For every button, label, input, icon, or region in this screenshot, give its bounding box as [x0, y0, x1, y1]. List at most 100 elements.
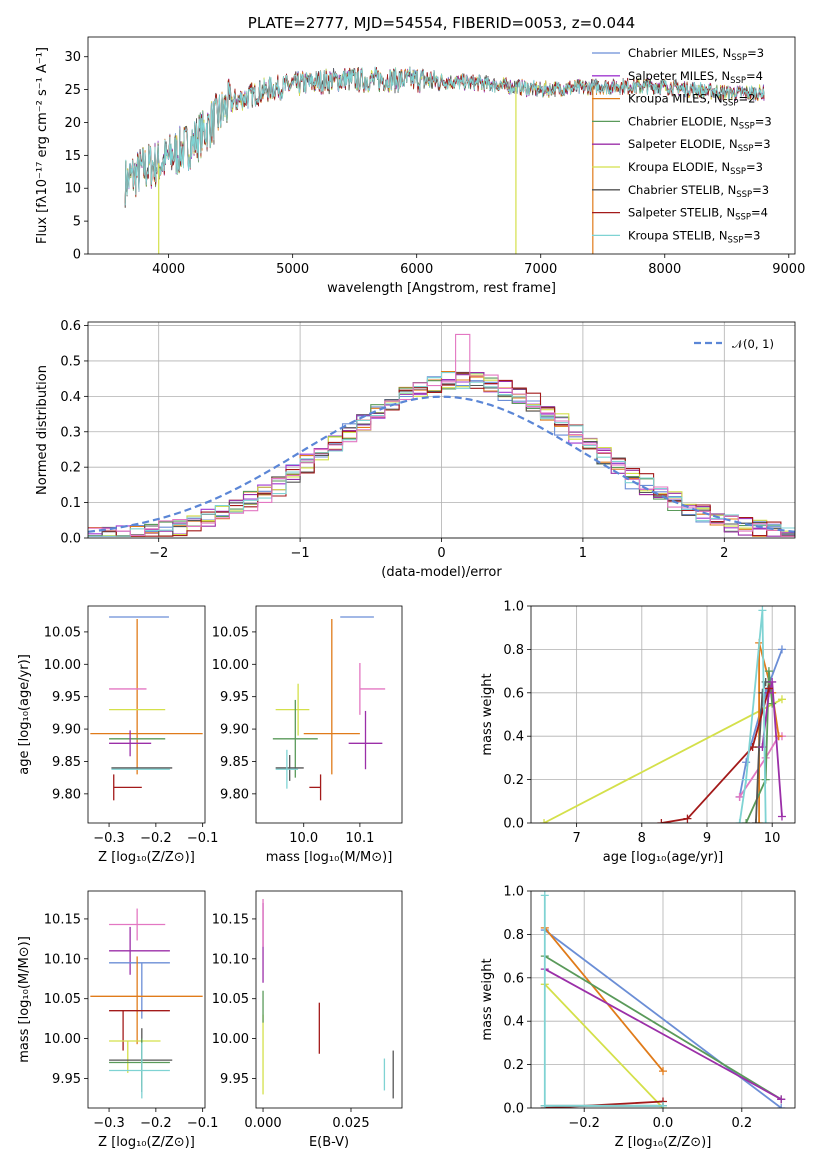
x-tick-label: 10 — [764, 831, 781, 846]
y-tick-label: 0.2 — [60, 461, 81, 476]
spectra-group — [124, 66, 765, 254]
errorbar-point-2 — [359, 663, 386, 715]
errorbar-point-5 — [109, 1010, 170, 1051]
weight-marker — [659, 1067, 667, 1076]
y-tick-label: 9.80 — [220, 787, 249, 802]
weight-marker — [657, 819, 666, 823]
y-tick-label: 10.10 — [212, 952, 249, 967]
y-tick-label: 9.90 — [220, 723, 249, 738]
y-tick-label: 9.95 — [52, 1072, 81, 1087]
weight-marker — [735, 792, 744, 801]
weight-marker — [751, 819, 760, 823]
axes-2: −2 −1 0 1 2 0.0 0.1 0.2 0.3 0.4 0.5 0.6 (data-model)… — [35, 319, 795, 580]
legend-subscript: SSP — [736, 190, 752, 200]
x-tick-label: 10.1 — [345, 831, 374, 846]
weight-lines-group — [540, 891, 786, 1108]
y-tick-label: 0.3 — [60, 425, 81, 440]
x-tick-label: 2 — [720, 546, 728, 561]
y-tick-label: 15 — [64, 149, 81, 164]
legend-label: Kroupa ELODIE, NSSP=3 — [628, 160, 763, 177]
x-tick-label: −0.2 — [140, 831, 172, 846]
errorbar-group — [262, 898, 394, 1099]
y-tick-label: 0.4 — [503, 1015, 524, 1030]
x-tick-label: 9000 — [772, 262, 805, 277]
weight-marker — [540, 819, 549, 823]
y-tick-label: 0.1 — [60, 496, 81, 511]
legend: 𝒩(0, 1) — [694, 337, 774, 351]
x-tick-label: 6000 — [400, 262, 433, 277]
y-axis-label: Flux [fλ10⁻¹⁷ erg cm⁻² s⁻¹ A⁻¹] — [35, 47, 50, 244]
y-axis-label: mass weight — [480, 673, 495, 755]
legend-subscript: SSP — [723, 99, 739, 109]
gaussian-curve — [88, 395, 795, 533]
y-axis-label: mass weight — [480, 958, 495, 1040]
weight-line-1 — [543, 698, 783, 823]
spectrum-line-9 — [124, 66, 765, 206]
y-axis-label: Normed distribution — [35, 365, 50, 495]
x-axis-label: wavelength [Angstrom, rest frame] — [327, 281, 556, 296]
y-tick-label: 10.00 — [212, 658, 249, 673]
y-tick-label: 10.05 — [212, 625, 249, 640]
y-tick-label: 10.00 — [44, 1032, 81, 1047]
x-tick-label: −2 — [149, 546, 168, 561]
y-tick-label: 1.0 — [503, 600, 524, 615]
y-tick-label: 0.6 — [60, 319, 81, 334]
errorbar-point-7 — [348, 710, 383, 770]
legend-label: Chabrier ELODIE, NSSP=3 — [628, 114, 772, 131]
legend-subscript: SSP — [731, 53, 747, 63]
y-tick-label: 0.0 — [503, 817, 524, 832]
x-tick-label: 0.000 — [244, 1116, 281, 1131]
y-tick-label: 0 — [73, 248, 81, 263]
y-tick-label: 10.05 — [212, 992, 249, 1007]
x-tick-label: −0.1 — [187, 831, 219, 846]
y-tick-label: 0.4 — [60, 390, 81, 405]
weight-marker — [758, 606, 767, 615]
axes-5: 7 8 9 10 0.0 0.2 0.4 0.6 0.8 1.0 age [log₁₀(age/yr… — [480, 600, 795, 865]
errorbar-point-6 — [272, 699, 318, 778]
weight-marker — [777, 645, 786, 654]
axes-6: −0.3 −0.2 −0.1 9.95 10.00 10.05 10.10 10.15 Z [l… — [17, 912, 218, 1150]
axes-frame — [87, 890, 206, 1109]
y-tick-label: 10.00 — [212, 1032, 249, 1047]
weight-marker — [540, 891, 549, 900]
weight-marker — [764, 684, 773, 693]
weight-line-6 — [544, 1100, 664, 1108]
axes-1: 4000 5000 6000 7000 8000 9000 0 5 10 15 20 25 30 wave… — [35, 47, 805, 296]
legend-value: =3 — [752, 183, 769, 197]
y-tick-label: 9.85 — [220, 755, 249, 770]
legend-subscript: SSP — [738, 144, 754, 154]
weight-marker — [768, 699, 777, 708]
x-tick-label: 7000 — [524, 262, 557, 277]
errorbar-point-6 — [109, 1040, 161, 1073]
weight-marker — [742, 819, 751, 823]
axes-frame — [87, 605, 206, 824]
legend-subscript: SSP — [728, 235, 744, 245]
legend-value: =3 — [743, 228, 760, 242]
x-tick-label: −0.3 — [93, 1116, 125, 1131]
legend-value: =4 — [746, 69, 763, 83]
weight-marker — [777, 812, 786, 821]
errorbar-point-9 — [275, 749, 299, 789]
errorbar-point-5 — [275, 683, 310, 736]
axes-7: 0.000 0.025 9.95 10.00 10.05 10.10 10.15 E(B-V) — [212, 912, 370, 1150]
errorbar-group — [272, 616, 386, 801]
weight-marker — [777, 1104, 786, 1108]
legend-value: =4 — [751, 206, 768, 220]
errorbar-point-7 — [109, 730, 152, 757]
weight-line-5 — [544, 983, 664, 1108]
errorbar-point-10 — [309, 774, 322, 801]
y-tick-label: 25 — [64, 83, 81, 98]
axes-frame — [87, 36, 796, 255]
x-axis-label: (data-model)/error — [381, 565, 502, 580]
x-tick-label: 7 — [572, 831, 580, 846]
weight-line-9 — [738, 610, 767, 823]
legend-subscript: SSP — [730, 167, 746, 177]
y-tick-label: 0.6 — [503, 971, 524, 986]
weight-marker — [742, 775, 751, 784]
errorbar-group — [90, 616, 203, 801]
y-tick-label: 0.8 — [503, 643, 524, 658]
y-tick-label: 10.00 — [44, 658, 81, 673]
weight-line-2 — [544, 927, 664, 1072]
weight-marker — [755, 819, 764, 823]
legend-label: Kroupa STELIB, NSSP=3 — [628, 228, 760, 245]
